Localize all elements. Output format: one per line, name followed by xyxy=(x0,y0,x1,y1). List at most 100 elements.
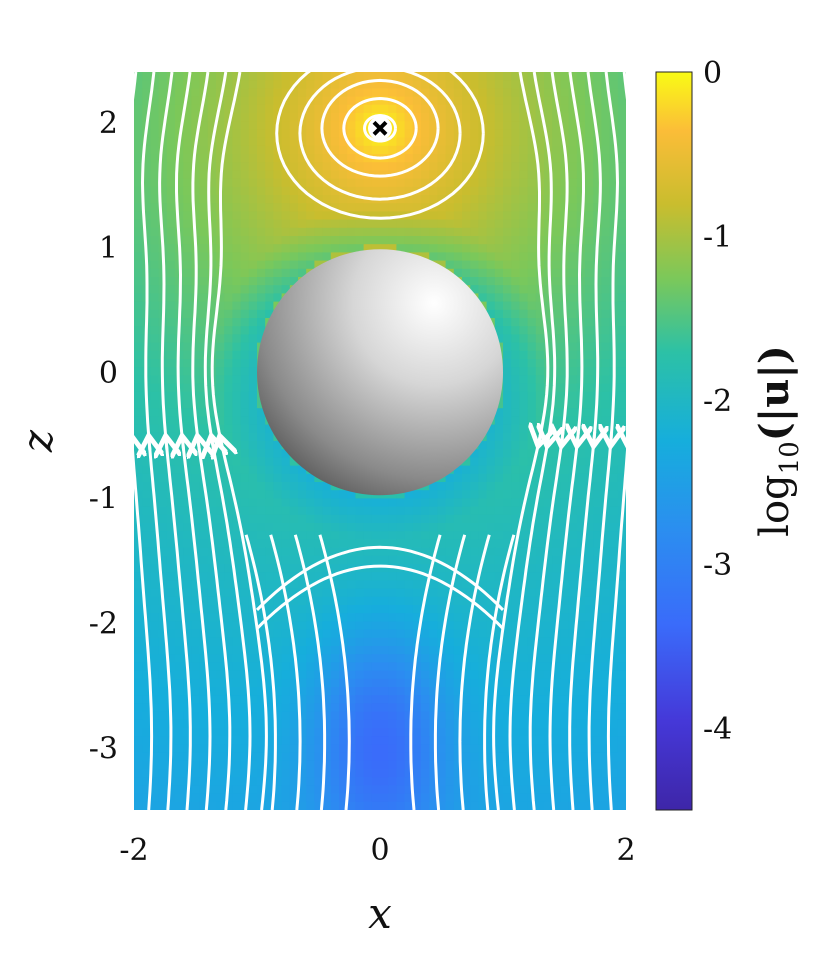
heatmap-cell xyxy=(216,654,225,663)
heatmap-cell xyxy=(453,613,463,622)
heatmap-cell xyxy=(240,482,250,491)
heatmap-cell xyxy=(248,654,258,663)
heatmap-cell xyxy=(453,654,463,663)
heatmap-cell xyxy=(535,367,545,376)
heatmap-cell xyxy=(134,211,143,221)
heatmap-cell xyxy=(199,121,209,130)
heatmap-cell xyxy=(240,301,250,311)
heatmap-cell xyxy=(503,449,512,458)
heatmap-cell xyxy=(494,531,504,540)
heatmap-cell xyxy=(429,564,438,573)
heatmap-cell xyxy=(232,728,242,737)
heatmap-cell xyxy=(535,678,545,688)
heatmap-cell xyxy=(470,465,479,475)
heatmap-cell xyxy=(134,72,143,81)
heatmap-cell xyxy=(503,342,512,352)
heatmap-cell xyxy=(330,555,340,565)
heatmap-cell xyxy=(199,80,209,89)
heatmap-cell xyxy=(462,482,471,491)
heatmap-cell xyxy=(330,121,340,130)
heatmap-cell xyxy=(166,555,176,565)
heatmap-cell xyxy=(265,670,274,680)
heatmap-cell xyxy=(207,186,217,196)
heatmap-cell xyxy=(462,678,471,688)
heatmap-cell xyxy=(306,678,315,688)
heatmap-cell xyxy=(396,129,406,139)
heatmap-cell xyxy=(232,113,242,122)
heatmap-cell xyxy=(617,572,626,581)
heatmap-cell xyxy=(175,482,184,491)
heatmap-cell xyxy=(306,113,315,122)
heatmap-cell xyxy=(601,555,611,565)
heatmap-cell xyxy=(453,473,463,483)
heatmap-cell xyxy=(207,400,217,409)
heatmap-cell xyxy=(298,678,307,688)
heatmap-cell xyxy=(240,326,250,335)
heatmap-cell xyxy=(199,342,209,352)
heatmap-cell xyxy=(519,375,529,385)
heatmap-cell xyxy=(396,654,406,663)
heatmap-cell xyxy=(150,227,160,237)
heatmap-cell xyxy=(240,359,250,368)
heatmap-cell xyxy=(404,572,414,581)
heatmap-cell xyxy=(470,564,479,573)
heatmap-cell xyxy=(601,203,611,212)
heatmap-cell xyxy=(503,498,512,508)
heatmap-cell xyxy=(535,72,545,81)
heatmap-cell xyxy=(142,195,151,204)
heatmap-cell xyxy=(568,572,578,581)
heatmap-cell xyxy=(429,203,438,212)
heatmap-cell xyxy=(347,662,356,672)
heatmap-cell xyxy=(462,457,471,467)
heatmap-cell xyxy=(339,531,348,540)
heatmap-cell xyxy=(478,96,488,106)
heatmap-cell xyxy=(363,703,373,713)
heatmap-cell xyxy=(511,154,520,163)
heatmap-cell xyxy=(568,277,578,286)
heatmap-cell xyxy=(183,178,192,188)
heatmap-cell xyxy=(240,277,250,286)
heatmap-cell xyxy=(207,662,217,672)
heatmap-cell xyxy=(437,670,447,680)
heatmap-cell xyxy=(166,646,176,655)
heatmap-cell xyxy=(158,744,168,754)
heatmap-cell xyxy=(306,473,315,483)
heatmap-cell xyxy=(363,588,373,598)
heatmap-cell xyxy=(585,227,594,237)
heatmap-cell xyxy=(519,309,529,319)
heatmap-cell xyxy=(207,687,217,696)
heatmap-cell xyxy=(191,203,201,212)
heatmap-cell xyxy=(240,129,250,139)
heatmap-cell xyxy=(183,391,192,401)
heatmap-cell xyxy=(347,728,356,737)
heatmap-cell xyxy=(429,96,438,106)
heatmap-cell xyxy=(158,219,168,229)
heatmap-cell xyxy=(339,621,348,631)
heatmap-cell xyxy=(445,637,455,647)
heatmap-cell xyxy=(437,728,447,737)
heatmap-cell xyxy=(150,695,160,704)
heatmap-cell xyxy=(396,244,406,253)
heatmap-cell xyxy=(289,514,299,524)
heatmap-cell xyxy=(289,670,299,680)
heatmap-cell xyxy=(388,490,397,499)
heatmap-cell xyxy=(306,646,315,655)
heatmap-cell xyxy=(527,588,537,598)
heatmap-cell xyxy=(330,646,340,655)
heatmap-cell xyxy=(150,728,160,737)
heatmap-cell xyxy=(265,490,274,499)
heatmap-cell xyxy=(412,572,422,581)
heatmap-cell xyxy=(380,629,389,639)
heatmap-cell xyxy=(396,498,406,508)
heatmap-cell xyxy=(183,104,192,114)
heatmap-cell xyxy=(289,482,299,491)
heatmap-cell xyxy=(535,719,545,729)
heatmap-cell xyxy=(511,186,520,196)
heatmap-cell xyxy=(150,309,160,319)
heatmap-cell xyxy=(462,613,471,622)
heatmap-cell xyxy=(388,637,397,647)
heatmap-cell xyxy=(560,490,570,499)
heatmap-cell xyxy=(544,662,553,672)
heatmap-cell xyxy=(183,752,192,762)
heatmap-cell xyxy=(429,596,438,606)
